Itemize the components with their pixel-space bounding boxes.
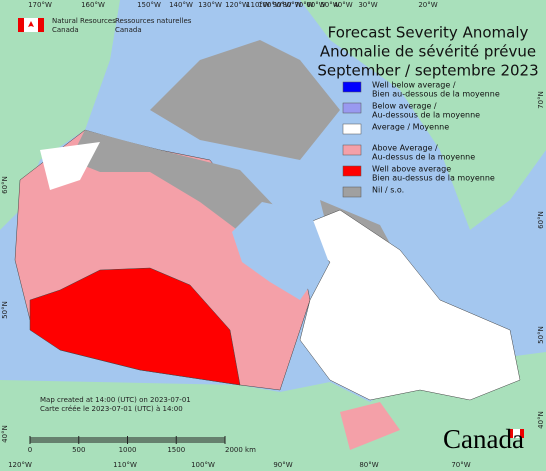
map-title: Anomalie de sévérité prévue: [320, 43, 536, 61]
legend-swatch: [342, 165, 362, 177]
legend-label: Well below average /: [372, 81, 456, 90]
longitude-label: 90°W: [273, 461, 292, 469]
longitude-label: 110°W: [113, 461, 137, 469]
legend-label: Au-dessous de la moyenne: [372, 111, 480, 120]
latitude-label: 50°N: [537, 326, 545, 344]
longitude-label: 100°W: [258, 1, 282, 9]
legend-swatch: [342, 123, 362, 135]
scale-label: 1000: [119, 446, 137, 454]
latitude-label: 40°N: [1, 425, 9, 443]
scale-label: 1500: [167, 446, 185, 454]
flag-leaf: [28, 21, 34, 27]
legend-swatch: [342, 81, 362, 93]
legend-swatch: [342, 144, 362, 156]
longitude-label: 40°W: [333, 1, 352, 9]
wordmark: Canada: [443, 424, 524, 454]
longitude-label: 160°W: [81, 1, 105, 9]
latitude-label: 40°N: [537, 411, 545, 429]
scale-label: 0: [28, 446, 32, 454]
longitude-label: 60°W: [306, 1, 325, 9]
longitude-label: 50°W: [320, 1, 339, 9]
greenland: [300, 0, 546, 230]
map-title: Forecast Severity Anomaly: [328, 24, 529, 42]
longitude-label: 70°W: [451, 461, 470, 469]
latitude-label: 60°N: [537, 211, 545, 229]
longitude-label: 30°W: [358, 1, 377, 9]
legend-label: Well above average: [372, 165, 451, 174]
longitude-label: 20°W: [418, 1, 437, 9]
map-note: Map created at 14:00 (UTC) on 2023-07-01: [40, 396, 191, 404]
map-title: September / septembre 2023: [317, 62, 538, 80]
longitude-label: 170°W: [28, 1, 52, 9]
longitude-label: 70°W: [294, 1, 313, 9]
flag-bar: [38, 18, 44, 32]
longitude-label: 150°W: [137, 1, 161, 9]
legend-label: Bien au-dessus de la moyenne: [372, 174, 495, 183]
legend-label: Au-dessus de la moyenne: [372, 153, 475, 162]
legend-label: Nil / s.o.: [372, 186, 404, 195]
eastern-canada: [289, 209, 521, 401]
org-name-fr: Canada: [115, 26, 142, 34]
longitude-label: 140°W: [169, 1, 193, 9]
wordmark-flag: [509, 429, 513, 438]
legend-label: Below average /: [372, 102, 437, 111]
longitude-label: 80°W: [359, 461, 378, 469]
scale-label: 500: [72, 446, 85, 454]
latitude-label: 70°N: [537, 91, 545, 109]
hudson-bay: [232, 202, 328, 300]
longitude-label: 130°W: [198, 1, 222, 9]
org-name-fr: Ressources naturelles: [115, 17, 192, 25]
longitude-label: 90°W: [272, 1, 291, 9]
latitude-label: 60°N: [1, 176, 9, 194]
longitude-label: 80°W: [282, 1, 301, 9]
org-name-en: Canada: [52, 26, 79, 34]
flag-bar: [18, 18, 24, 32]
scale-label: 2000 km: [225, 446, 256, 454]
wordmark-flag: [520, 429, 524, 438]
longitude-label: 120°W: [225, 1, 249, 9]
southern-ontario: [340, 402, 400, 450]
red-zone: [29, 267, 241, 386]
legend-label: Bien au-dessous de la moyenne: [372, 90, 500, 99]
legend-swatch: [342, 186, 362, 198]
legend-swatch: [342, 102, 362, 114]
yukon-patch: [40, 142, 100, 190]
org-name-en: Natural Resources: [52, 17, 116, 25]
longitude-label: 120°W: [8, 461, 32, 469]
latitude-label: 50°N: [1, 301, 9, 319]
longitude-label: 100°W: [191, 461, 215, 469]
northern-mainland: [70, 130, 280, 232]
legend-label: Above Average /: [372, 144, 438, 153]
legend-label: Average / Moyenne: [372, 123, 449, 132]
arctic-islands: [150, 40, 340, 160]
wordmark-flag: [513, 429, 520, 438]
map-note: Carte créée le 2023-07-01 (UTC) à 14:00: [40, 405, 183, 413]
longitude-label: 110°W: [246, 1, 270, 9]
